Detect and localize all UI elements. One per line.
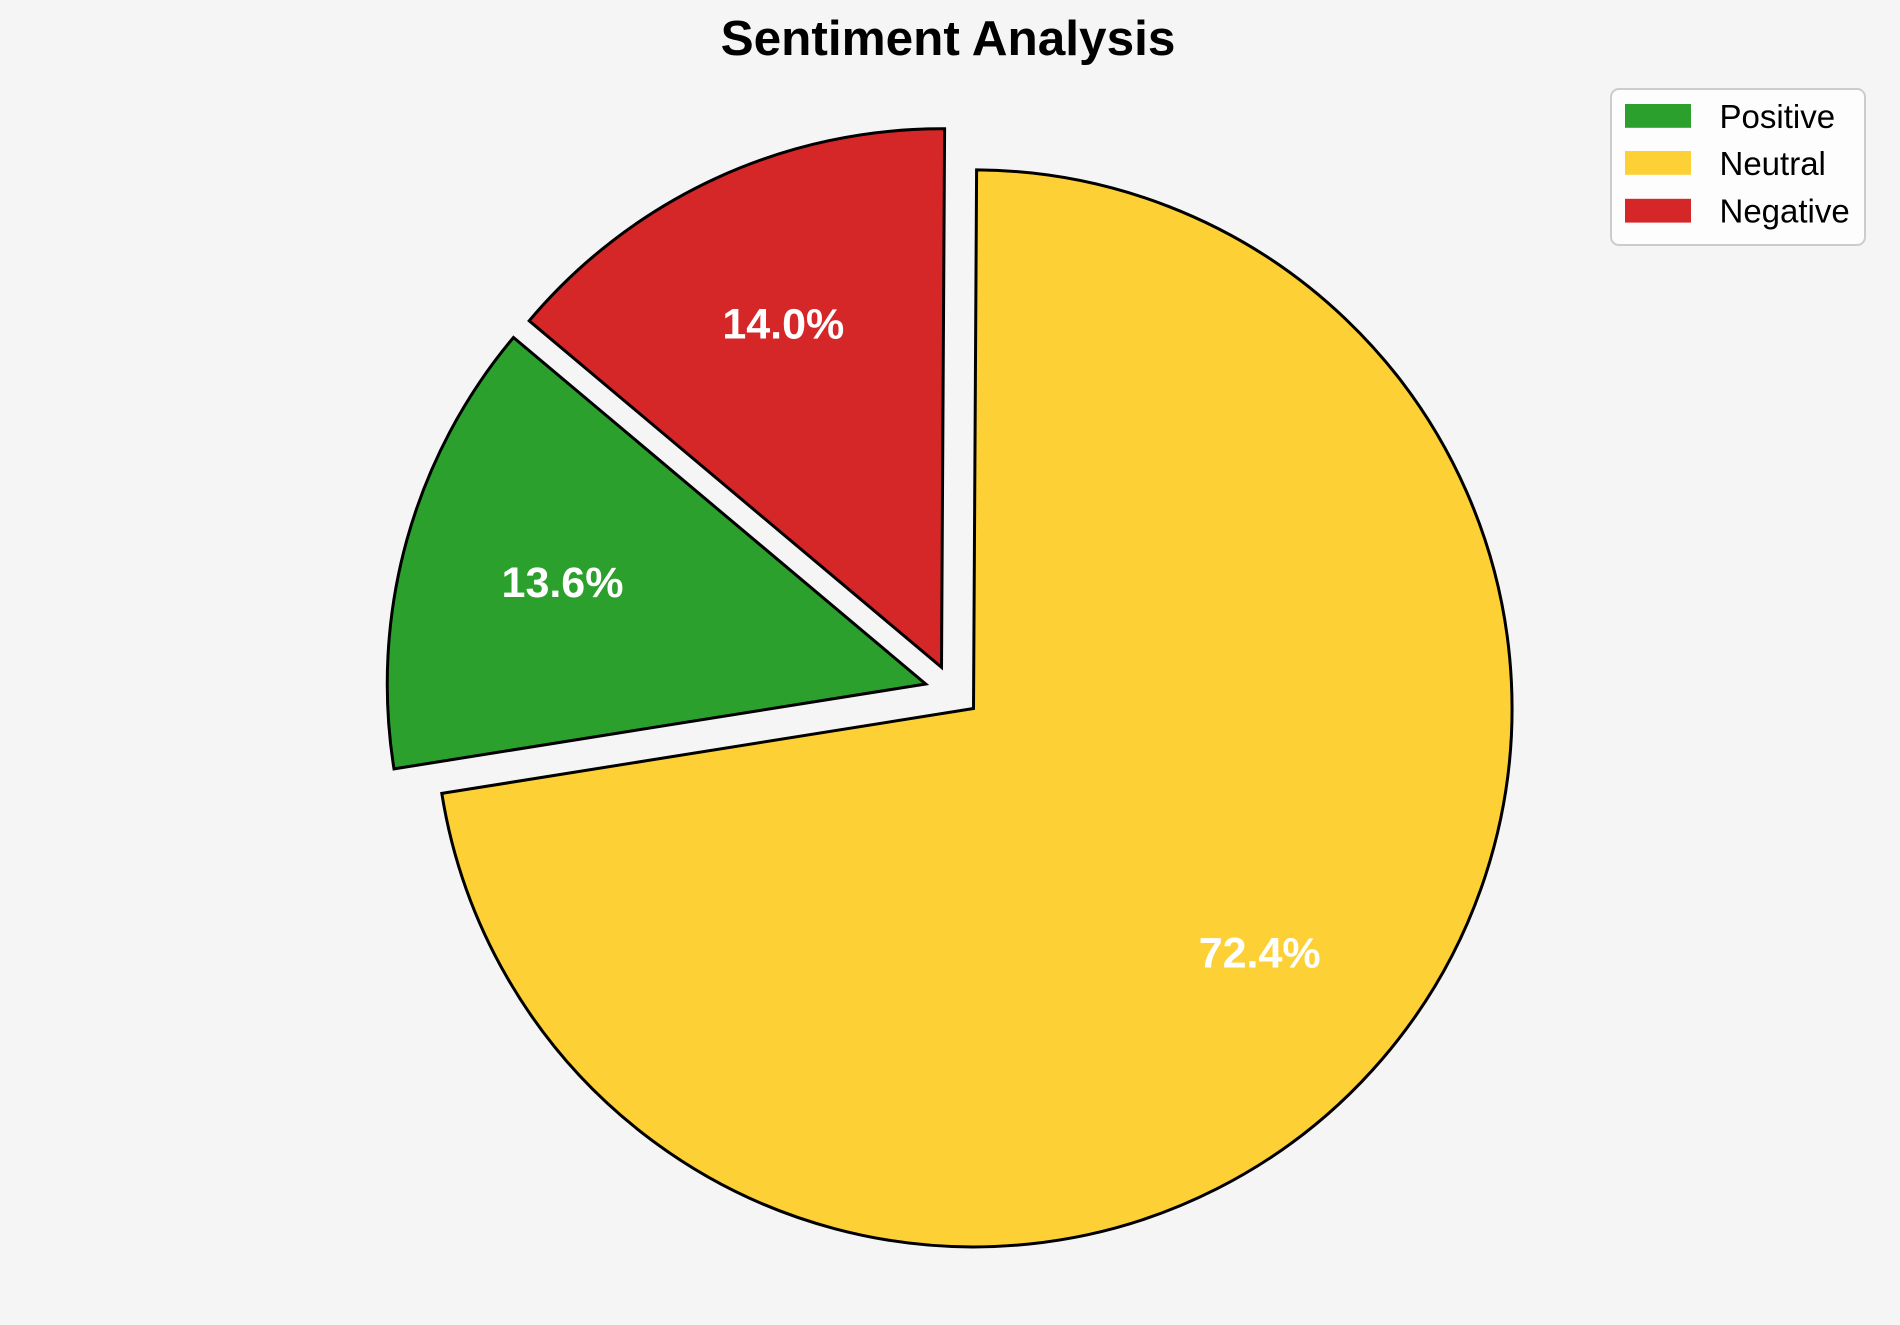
svg-text:Sentiment Analysis: Sentiment Analysis xyxy=(721,11,1176,66)
svg-text:Neutral: Neutral xyxy=(1720,145,1826,182)
svg-text:14.0%: 14.0% xyxy=(722,301,844,349)
svg-text:72.4%: 72.4% xyxy=(1199,929,1321,977)
svg-text:Negative: Negative xyxy=(1720,192,1850,229)
svg-text:13.6%: 13.6% xyxy=(502,559,624,607)
svg-text:Positive: Positive xyxy=(1720,98,1836,135)
